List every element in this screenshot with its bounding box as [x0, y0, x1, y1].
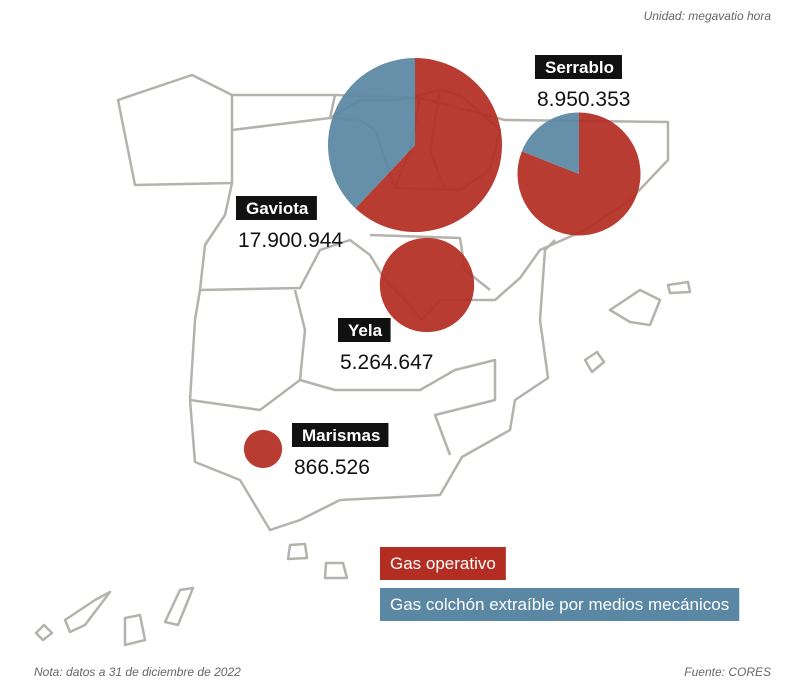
- site-name-box: [535, 55, 622, 79]
- source: Fuente: CORES: [684, 665, 771, 679]
- pie-layer: [243, 58, 641, 469]
- pie-operativo: [355, 58, 502, 233]
- pie-colchon: [521, 112, 579, 174]
- site-value: 5.264.647: [340, 351, 433, 374]
- note: Nota: datos a 31 de diciembre de 2022: [34, 665, 241, 679]
- site-value: 8.950.353: [537, 88, 630, 111]
- legend-label: Gas colchón extraíble por medios mecánic…: [390, 595, 729, 614]
- site-name: Serrablo: [545, 58, 614, 77]
- site-name: Gaviota: [246, 199, 309, 218]
- legend-box: [380, 547, 506, 580]
- pie-colchon: [328, 58, 415, 209]
- site-name-box: [236, 196, 317, 220]
- site-value: 17.900.944: [238, 229, 343, 252]
- site-value: 866.526: [294, 456, 370, 479]
- site-name: Yela: [348, 321, 383, 340]
- site-name: Marismas: [302, 426, 380, 445]
- legend-label: Gas operativo: [390, 554, 496, 573]
- site-name-box: [338, 318, 391, 342]
- legend: Gas operativo Gas colchón extraíble por m…: [380, 547, 740, 621]
- pie-operativo: [243, 429, 283, 469]
- pie-operativo: [379, 237, 475, 333]
- unit-label: Unidad: megavatio hora: [644, 9, 772, 23]
- site-name-box: [292, 423, 389, 447]
- site-labels: Gaviota 17.900.944 Serrablo 8.950.353 Yela 5.…: [236, 55, 630, 479]
- pie-operativo: [517, 112, 641, 236]
- legend-box: [380, 588, 740, 621]
